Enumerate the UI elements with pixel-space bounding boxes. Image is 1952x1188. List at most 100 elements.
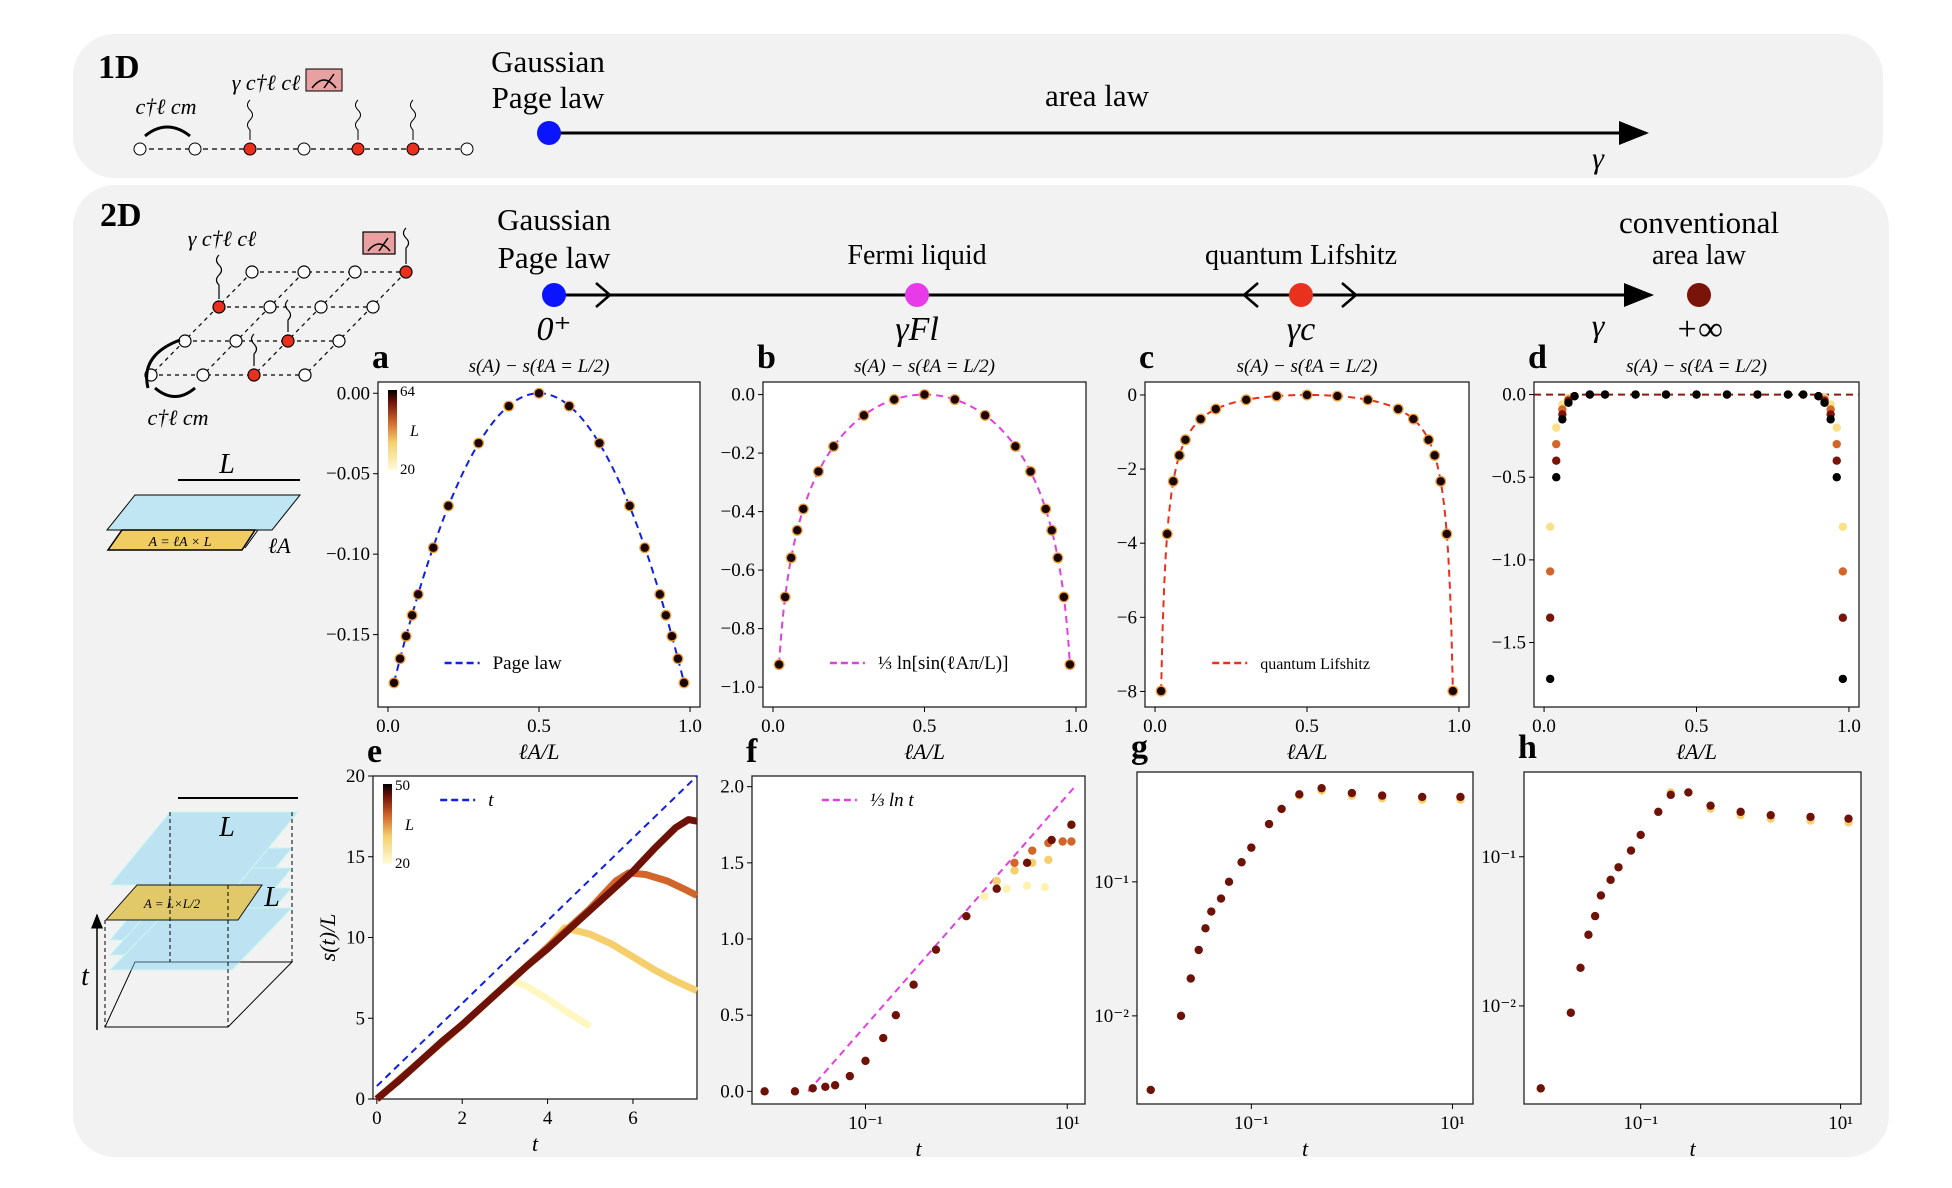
x-tick-label: 10¹	[1440, 1113, 1465, 1134]
data-point	[1552, 456, 1561, 465]
gamma-axis-label-2d: γ	[1592, 307, 1606, 343]
data-point	[1237, 858, 1246, 867]
data-point	[1436, 477, 1445, 486]
x-tick-label: 1.0	[1837, 716, 1861, 737]
legend-label: t	[488, 790, 494, 811]
data-point	[979, 892, 989, 901]
x-axis-label: ℓA/L	[1676, 739, 1717, 764]
data-point	[1442, 529, 1452, 539]
data-point	[1838, 567, 1848, 576]
colorbar-min-label: 20	[400, 462, 415, 478]
phase-value-label: γFl	[895, 311, 939, 348]
data-point	[1558, 415, 1567, 424]
x-tick-label: 6	[628, 1108, 638, 1129]
y-tick-label: −0.6	[721, 560, 755, 581]
data-point	[950, 395, 960, 404]
data-point	[799, 504, 808, 514]
colorbar	[383, 784, 392, 864]
subsystem-strip-diagram	[105, 479, 302, 551]
y-tick-label: −0.8	[721, 619, 755, 640]
box-area-label: A = L×L/2	[143, 896, 201, 911]
x-tick-label: 0.5	[527, 716, 551, 737]
phase-label-line2: quantum Lifshitz	[1205, 240, 1397, 271]
y-tick-label: −0.15	[326, 625, 370, 646]
data-point	[640, 543, 649, 552]
page-law-label-1d: Page law	[492, 80, 605, 115]
data-point	[1806, 812, 1815, 822]
data-point	[1456, 792, 1465, 802]
y-tick-label: 10⁻¹	[1481, 847, 1516, 868]
data-point	[1146, 1085, 1155, 1095]
data-point	[1844, 814, 1853, 823]
data-point	[444, 501, 453, 511]
data-point	[661, 611, 671, 620]
data-point	[829, 442, 838, 451]
panel-letter-g: g	[1131, 729, 1148, 766]
box-side-label: L	[263, 882, 280, 913]
data-point	[625, 501, 634, 511]
plot-area	[1144, 381, 1470, 708]
data-point	[1028, 846, 1037, 855]
panel-title: s(A) − s(ℓA = L/2)	[854, 356, 995, 377]
y-tick-label: −8	[1117, 681, 1137, 702]
data-point	[830, 1081, 840, 1090]
data-point	[1631, 390, 1640, 399]
data-point	[1067, 820, 1076, 829]
flow-arrow-right-icon	[595, 282, 612, 308]
panel-letter-d: d	[1528, 339, 1547, 376]
chart-panel-a: a s(A) − s(ℓA = L/2) 0.0 0.5 1.0 0.00 −0.05 −0.…	[326, 339, 702, 764]
fit-line	[376, 775, 698, 1087]
data-point	[1838, 674, 1848, 684]
data-point	[1684, 788, 1693, 797]
x-tick-label: 0.0	[1143, 716, 1167, 737]
data-point	[1067, 837, 1076, 846]
x-tick-label: 1.0	[1447, 716, 1471, 737]
data-point	[1584, 930, 1593, 939]
data-point	[389, 678, 399, 688]
data-point	[1022, 858, 1032, 868]
data-point	[1026, 467, 1035, 476]
phase-label-line2: Fermi liquid	[847, 240, 986, 271]
data-point	[845, 1071, 855, 1081]
strip-area-label: A = ℓA × L	[147, 535, 211, 550]
data-point	[1047, 835, 1056, 845]
data-point	[1377, 791, 1387, 800]
y-tick-label: 0.0	[731, 385, 755, 406]
x-tick-label: 2	[457, 1108, 467, 1129]
y-tick-label: 2.0	[720, 777, 744, 798]
data-point	[504, 401, 513, 411]
phase-label-line2: area law	[1652, 240, 1747, 271]
colorbar-min-label: 20	[395, 856, 410, 872]
x-tick-label: 0	[372, 1108, 382, 1129]
data-point	[980, 411, 990, 420]
data-point	[1838, 522, 1848, 532]
y-tick-label: 0.0	[1502, 385, 1526, 406]
x-tick-label: 4	[543, 1108, 553, 1129]
y-tick-label: 10⁻²	[1481, 996, 1516, 1017]
gaussian-point-1d	[537, 121, 561, 145]
colorbar-max-label: 50	[395, 778, 410, 794]
panel-letter-h: h	[1518, 729, 1537, 766]
data-point	[1156, 686, 1166, 696]
data-point	[1545, 567, 1555, 576]
y-tick-label: 0.0	[720, 1081, 744, 1102]
data-point	[1722, 390, 1732, 399]
data-point	[1545, 522, 1555, 532]
colorbar-title: L	[404, 817, 414, 834]
x-tick-label: 10⁻¹	[1623, 1113, 1658, 1134]
data-point	[565, 401, 574, 411]
chart-panel-f: f 10⁻¹ 10¹ 0.0 0.5 1.0 1.5 2.0 t ⅓ ln t	[720, 733, 1086, 1161]
data-point	[1564, 398, 1573, 408]
y-tick-label: 0	[1128, 385, 1138, 406]
box-length-label: L	[218, 812, 235, 843]
data-point	[667, 632, 677, 641]
data-point	[1047, 526, 1056, 535]
data-point	[1545, 674, 1555, 684]
data-point	[1053, 553, 1063, 563]
data-point	[655, 590, 665, 599]
data-point	[1224, 877, 1234, 887]
data-point	[909, 980, 918, 989]
data-point	[1272, 391, 1281, 401]
data-point	[859, 411, 869, 420]
panel-letter-c: c	[1139, 339, 1154, 376]
